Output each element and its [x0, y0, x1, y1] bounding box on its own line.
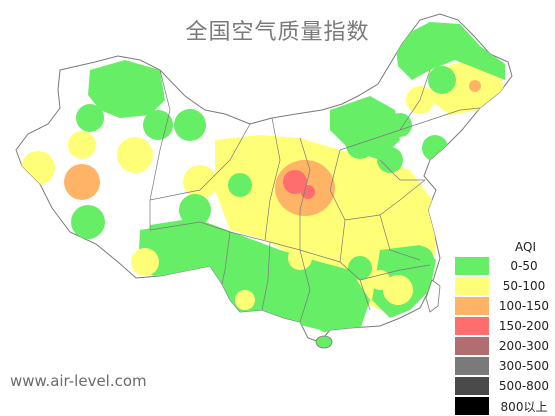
legend-swatch: [455, 337, 489, 355]
zone-northwest-green: [88, 60, 165, 118]
taiwan-island: [425, 279, 441, 313]
station-harbin: [469, 80, 481, 92]
station-s4: [255, 270, 275, 290]
legend-label: 300-500: [498, 359, 550, 373]
station-e3: [383, 275, 413, 305]
hainan-island: [315, 335, 333, 349]
station-s3: [235, 290, 255, 310]
station-w2: [68, 131, 96, 159]
legend-item: 150-200: [455, 316, 555, 336]
watermark: www.air-level.com: [10, 372, 147, 390]
legend-swatch: [455, 277, 489, 295]
station-c1: [249, 137, 275, 163]
legend-item: 300-500: [455, 356, 555, 376]
station-w11: [131, 248, 159, 276]
station-c3: [278, 218, 302, 242]
legend-label: 500-800: [498, 379, 550, 393]
legend-label: 150-200: [498, 319, 550, 333]
legend-item: 500-800: [455, 376, 555, 396]
zone-tibet-green: [150, 218, 230, 275]
china-aqi-map: [15, 13, 513, 349]
station-n1: [363, 105, 393, 135]
station-w7: [76, 104, 104, 132]
legend-swatch: [455, 297, 489, 315]
legend-item: 800以上: [455, 396, 555, 416]
station-w1: [21, 151, 55, 185]
station-kashgar: [64, 164, 100, 200]
legend-label: 0-50: [510, 259, 538, 273]
station-e1: [377, 147, 403, 173]
station-ne1: [426, 32, 458, 64]
legend-label: 50-100: [502, 279, 546, 293]
station-w9: [179, 194, 211, 226]
station-n2: [388, 113, 412, 137]
legend-label: 200-300: [498, 339, 550, 353]
station-s6: [370, 270, 390, 290]
province-boundaries: [149, 69, 481, 323]
aqi-legend: AQI 0-50 50-100 100-150 150-200 200-300 …: [455, 238, 555, 416]
legend-item: 100-150: [455, 296, 555, 316]
station-w5: [143, 110, 173, 140]
station-w10: [228, 173, 252, 197]
legend-item: 200-300: [455, 336, 555, 356]
station-w8: [183, 165, 217, 199]
station-ne2: [428, 66, 456, 94]
zone-polluted-red: [283, 170, 307, 194]
station-s1: [318, 318, 332, 332]
station-w6: [174, 109, 206, 141]
station-w3: [71, 205, 105, 239]
station-w4: [117, 137, 153, 173]
zone-polluted-red-2: [301, 185, 315, 199]
station-n4: [346, 131, 374, 159]
legend-title: AQI: [515, 240, 536, 254]
legend-swatch: [455, 357, 489, 375]
legend-swatch: [455, 317, 489, 335]
legend-item: 50-100: [455, 276, 555, 296]
aqi-zones: [21, 22, 505, 332]
legend-swatch: [455, 377, 489, 395]
legend-label: 100-150: [498, 299, 550, 313]
map-title: 全国空气质量指数: [185, 20, 370, 45]
station-s5: [348, 256, 372, 280]
legend-item: 0-50: [455, 256, 555, 276]
legend-swatch: [455, 257, 489, 275]
station-c2: [218, 143, 242, 167]
legend-label: 800以上: [500, 399, 548, 414]
